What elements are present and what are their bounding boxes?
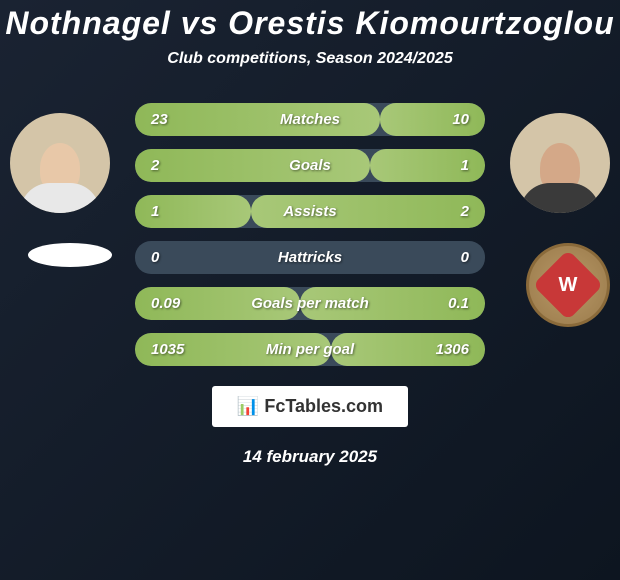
footer-brand: FcTables.com [264,396,383,417]
stat-label: Goals per match [251,295,369,312]
stat-value-right: 0.1 [448,295,469,312]
stat-value-left: 0 [151,249,159,266]
page-title: Nothnagel vs Orestis Kiomourtzoglou [5,5,614,42]
date-text: 14 february 2025 [243,447,377,467]
stat-value-left: 0.09 [151,295,180,312]
stats-bars: 23 Matches 10 2 Goals 1 1 Assists 2 0 Hattricks 0 0.… [135,103,485,366]
stat-value-left: 1035 [151,341,184,358]
player-avatar-left [10,113,110,213]
stat-label: Min per goal [266,341,354,358]
stat-row: 0.09 Goals per match 0.1 [135,287,485,320]
club-logo-left [28,243,112,267]
stat-bar-right [380,103,485,136]
stat-row: 0 Hattricks 0 [135,241,485,274]
avatar-shoulders [520,183,600,213]
stat-value-right: 1306 [436,341,469,358]
avatar-inner-right [510,113,610,213]
main-container: Nothnagel vs Orestis Kiomourtzoglou Club… [0,0,620,580]
comparison-area: W 23Matches102Goals11Assists20Hattricks0… [0,103,620,366]
stat-value-right: 1 [461,157,469,174]
stat-value-left: 1 [151,203,159,220]
subtitle: Club competitions, Season 2024/2025 [167,50,452,68]
stat-value-left: 23 [151,111,168,128]
stat-row: 1 Assists 2 [135,195,485,228]
stat-value-left: 2 [151,157,159,174]
stat-value-right: 0 [461,249,469,266]
stat-bar-left [135,103,380,136]
stat-bar-left [135,149,370,182]
stat-label: Hattricks [278,249,342,266]
footer-badge: 📊 FcTables.com [212,386,408,427]
stat-row: 23 Matches 10 [135,103,485,136]
stat-label: Assists [283,203,336,220]
player-avatar-right [510,113,610,213]
stat-value-right: 2 [461,203,469,220]
club-logo-inner: W [533,250,604,321]
avatar-shoulders [20,183,100,213]
stat-value-right: 10 [452,111,469,128]
stat-label: Matches [280,111,340,128]
stat-row: 1035 Min per goal 1306 [135,333,485,366]
avatar-inner-left [10,113,110,213]
stat-label: Goals [289,157,331,174]
club-logo-text: W [559,273,578,296]
club-logo-right: W [526,243,610,327]
stat-row: 2 Goals 1 [135,149,485,182]
chart-icon: 📊 [237,396,259,417]
